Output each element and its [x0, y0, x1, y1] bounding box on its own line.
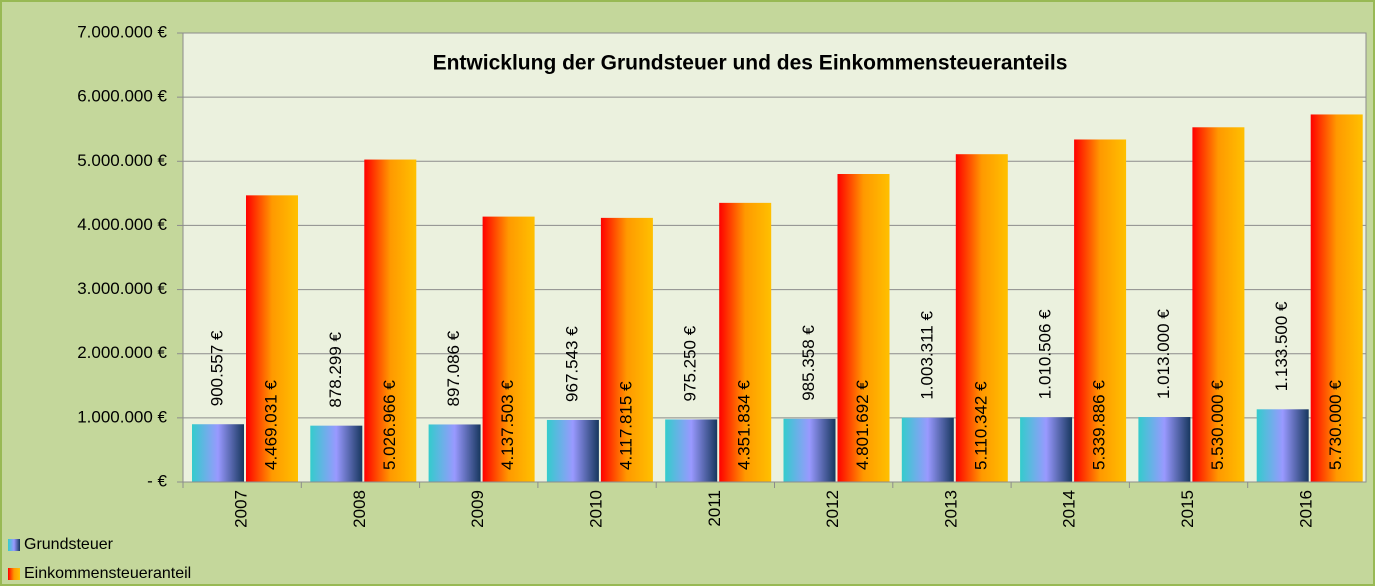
- bar: [428, 424, 481, 482]
- y-tick-label: 3.000.000 €: [77, 279, 167, 298]
- value-label: 897.086 €: [444, 330, 463, 406]
- value-label: 985.358 €: [799, 325, 818, 401]
- bar: [192, 424, 244, 482]
- bar: [665, 419, 718, 482]
- legend-swatch: [8, 568, 20, 580]
- value-label: 4.351.834 €: [735, 380, 754, 470]
- bar: [901, 417, 954, 482]
- y-tick-label: 6.000.000 €: [77, 87, 167, 106]
- y-tick-label: 5.000.000 €: [77, 151, 167, 170]
- value-label: 1.133.500 €: [1272, 301, 1291, 391]
- chart-title: Entwicklung der Grundsteuer und des Eink…: [433, 52, 1068, 75]
- bar: [246, 195, 298, 483]
- plot-area: [182, 32, 1367, 483]
- y-tick-label: 2.000.000 €: [77, 343, 167, 362]
- bar: [1074, 139, 1127, 483]
- bar: [783, 418, 836, 482]
- value-label: 878.299 €: [326, 331, 345, 407]
- value-label: 1.010.506 €: [1036, 309, 1055, 399]
- bar: [1020, 417, 1073, 482]
- x-tick-label: 2013: [941, 490, 960, 528]
- value-label: 5.530.000 €: [1208, 380, 1227, 470]
- x-tick-label: 2015: [1178, 490, 1197, 528]
- value-label: 900.557 €: [207, 330, 226, 406]
- value-label: 4.117.815 €: [616, 381, 635, 470]
- x-tick-label: 2008: [350, 490, 369, 528]
- value-label: 4.469.031 €: [261, 380, 280, 470]
- bar: [600, 217, 653, 482]
- bar: [837, 174, 890, 483]
- bar: [1256, 409, 1309, 482]
- bar: [719, 202, 772, 482]
- x-tick-label: 2009: [468, 490, 487, 528]
- value-label: 5.730.000 €: [1326, 380, 1345, 470]
- bar: [364, 159, 417, 483]
- value-label: 1.013.000 €: [1154, 309, 1173, 399]
- x-tick-label: 2012: [823, 490, 842, 528]
- bar: [482, 216, 535, 482]
- value-label: 5.110.342 €: [971, 381, 990, 470]
- bar: [1138, 417, 1191, 482]
- bar: [955, 154, 1008, 482]
- value-label: 5.026.966 €: [380, 380, 399, 470]
- y-tick-label: 4.000.000 €: [77, 215, 167, 234]
- bar: [1310, 114, 1363, 482]
- x-tick-label: 2014: [1060, 490, 1079, 528]
- x-tick-label: 2011: [705, 490, 724, 527]
- x-tick-label: 2016: [1296, 490, 1315, 528]
- legend-swatch: [8, 539, 20, 551]
- value-label: 4.137.503 €: [498, 380, 517, 470]
- legend-label: Einkommensteueranteil: [24, 565, 191, 582]
- bar: [1192, 127, 1245, 482]
- y-tick-label: 1.000.000 €: [77, 407, 167, 426]
- value-label: 975.250 €: [681, 325, 700, 401]
- legend-label: Grundsteuer: [24, 536, 114, 553]
- y-tick-label: 7.000.000 €: [77, 22, 167, 41]
- bar: [546, 419, 599, 482]
- value-label: 1.003.311 €: [917, 311, 936, 400]
- bar: [310, 425, 363, 482]
- value-label: 967.543 €: [562, 326, 581, 402]
- x-tick-label: 2010: [587, 490, 606, 528]
- value-label: 4.801.692 €: [853, 380, 872, 470]
- x-tick-label: 2007: [232, 490, 251, 528]
- y-tick-label: - €: [147, 471, 167, 490]
- value-label: 5.339.886 €: [1090, 380, 1109, 470]
